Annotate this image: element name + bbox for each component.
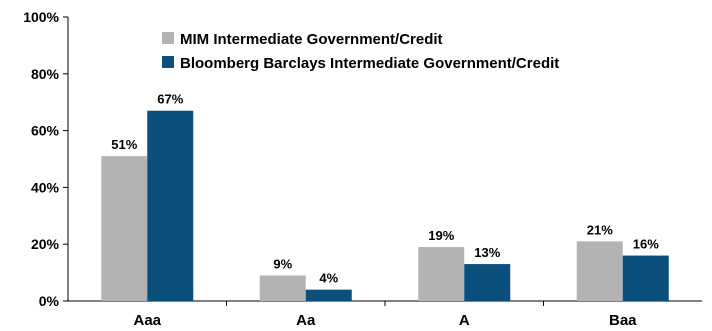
legend-swatch-1 [162, 56, 174, 68]
data-label: 51% [111, 137, 137, 152]
bar-baa-series-1 [622, 255, 669, 301]
y-tick-label: 40% [31, 179, 60, 195]
y-tick-label: 20% [31, 236, 60, 252]
data-label: 21% [587, 222, 613, 237]
y-tick-label: 80% [31, 66, 60, 82]
bars [101, 110, 669, 301]
bar-a-series-0 [418, 247, 465, 301]
bar-a-series-1 [464, 264, 511, 301]
bar-aa-series-1 [305, 289, 352, 301]
data-label: 19% [428, 228, 454, 243]
x-axis-categories: Aaa Aa A Baa [133, 301, 637, 329]
data-labels: 51% 67% 9% 4% 19% 13% 21% 16% [111, 92, 659, 286]
bar-aaa-series-0 [101, 156, 148, 301]
data-label: 9% [273, 256, 292, 271]
legend-swatch-0 [162, 32, 174, 44]
x-category-label: Aaa [133, 312, 161, 329]
legend-label-0: MIM Intermediate Government/Credit [180, 31, 443, 48]
y-tick-label: 60% [31, 123, 60, 139]
bar-aaa-series-1 [147, 110, 194, 301]
bar-aa-series-0 [259, 275, 306, 301]
data-label: 13% [474, 245, 500, 260]
x-category-label: A [459, 312, 470, 329]
y-axis-ticks: 0% 20% 40% 60% 80% 100% [23, 9, 68, 309]
bar-baa-series-0 [576, 241, 623, 301]
legend-label-1: Bloomberg Barclays Intermediate Governme… [180, 55, 559, 72]
y-tick-label: 0% [39, 293, 60, 309]
legend: MIM Intermediate Government/Credit Bloom… [162, 31, 559, 72]
data-label: 16% [633, 237, 659, 252]
x-category-label: Aa [296, 312, 316, 329]
y-tick-label: 100% [23, 9, 59, 25]
data-label: 67% [157, 92, 183, 107]
x-category-label: Baa [609, 312, 637, 329]
data-label: 4% [319, 271, 338, 286]
